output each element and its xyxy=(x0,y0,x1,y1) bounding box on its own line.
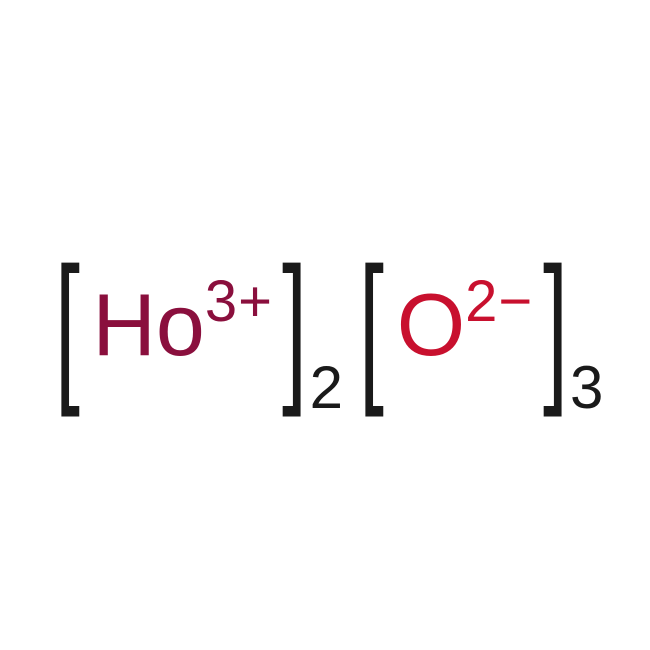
bracket-wrap: [ O 2− ] xyxy=(351,250,576,400)
element-symbol: Ho xyxy=(92,281,205,369)
right-bracket-icon: ] xyxy=(543,243,568,408)
element-symbol: O xyxy=(397,281,465,369)
charge-sign: + xyxy=(238,269,270,334)
left-bracket-icon: [ xyxy=(55,243,80,408)
element-holmium: Ho 3+ xyxy=(88,281,274,369)
right-bracket-icon: ] xyxy=(282,243,307,408)
group-subscript: 3 xyxy=(570,358,603,418)
ion-group-oxide: [ O 2− ] 3 xyxy=(351,250,603,400)
ion-group-holmium: [ Ho 3+ ] 2 xyxy=(47,250,343,400)
charge-number: 3 xyxy=(205,269,235,334)
chemical-formula: [ Ho 3+ ] 2 [ O 2− ] 3 xyxy=(47,250,604,400)
element-oxygen: O 2− xyxy=(393,281,535,369)
bracket-wrap: [ Ho 3+ ] xyxy=(47,250,316,400)
left-bracket-icon: [ xyxy=(359,243,384,408)
charge-sign: − xyxy=(498,269,530,334)
element-charge: 3+ xyxy=(205,273,270,331)
element-charge: 2− xyxy=(465,273,530,331)
charge-number: 2 xyxy=(465,269,495,334)
group-subscript: 2 xyxy=(310,358,343,418)
